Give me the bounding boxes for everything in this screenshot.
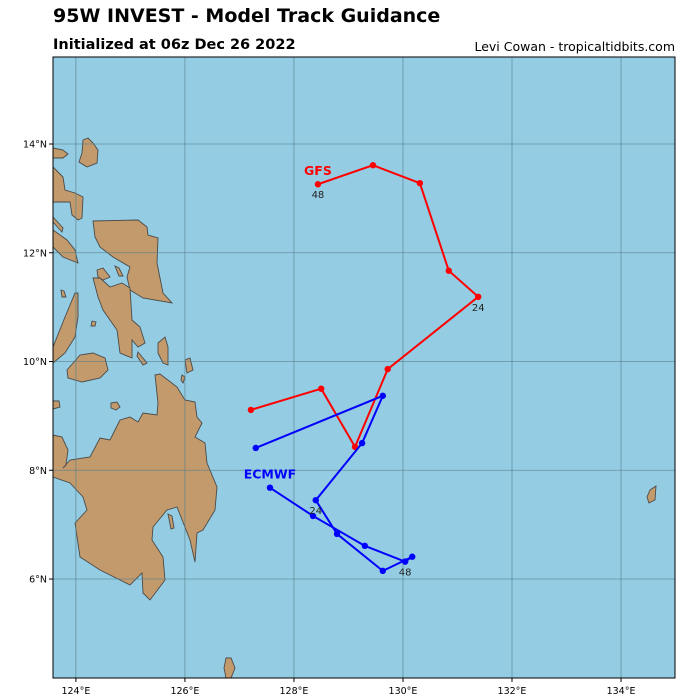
track-gfs: 24 48 GFS — [247, 162, 485, 451]
lat-tick-label: 6°N — [29, 575, 47, 586]
landmass — [157, 336, 169, 366]
forecast-hour-label: 48 — [312, 190, 325, 201]
track-point — [475, 293, 482, 301]
track-ecmwf: 24 48 ECMWF — [244, 392, 416, 579]
landmass — [53, 216, 64, 233]
landmass — [92, 277, 146, 359]
track-point — [369, 162, 377, 169]
track-point — [384, 365, 391, 373]
landmass — [66, 352, 109, 383]
landmass — [167, 513, 175, 530]
landmass — [53, 229, 79, 264]
landmass — [90, 320, 97, 327]
lon-tick-label: 130°E — [389, 686, 418, 697]
track-point — [318, 385, 325, 392]
landmass — [53, 373, 218, 601]
track-point — [247, 406, 255, 414]
init-time: Initialized at 06z Dec 26 2022 — [53, 37, 296, 53]
model-label: ECMWF — [244, 467, 296, 482]
track-point — [379, 392, 387, 399]
credit: Levi Cowan - tropicaltidbits.com — [474, 39, 675, 54]
lon-tick-label: 126°E — [170, 686, 199, 697]
track-point — [445, 267, 452, 274]
track-point — [252, 444, 259, 452]
landmass — [114, 265, 124, 277]
landmass — [53, 147, 69, 159]
track-point — [361, 542, 369, 550]
lat-tick-label: 10°N — [23, 357, 47, 368]
landmass — [646, 485, 657, 504]
gridlines — [53, 57, 675, 678]
track-point — [379, 567, 387, 575]
forecast-hour-label: 48 — [399, 568, 412, 579]
landmass — [60, 289, 67, 298]
track-point — [401, 558, 409, 565]
landmass — [92, 219, 174, 304]
chart-title: 95W INVEST - Model Track Guidance — [53, 5, 441, 27]
lon-tick-label: 128°E — [280, 686, 309, 697]
track-point — [266, 484, 274, 491]
lon-tick-label: 134°E — [607, 686, 636, 697]
model-label: GFS — [304, 163, 332, 178]
lat-tick-label: 12°N — [23, 248, 47, 259]
landmass — [78, 137, 99, 168]
track-point — [309, 512, 317, 520]
landmass — [53, 292, 79, 364]
lat-tick-label: 14°N — [23, 140, 47, 151]
track-point — [333, 530, 341, 538]
lat-tick-label: 8°N — [29, 466, 47, 477]
forecast-hour-label: 24 — [309, 506, 322, 517]
landmass — [110, 401, 121, 411]
lon-tick-label: 124°E — [61, 686, 90, 697]
track-point — [409, 553, 416, 560]
lon-tick-label: 132°E — [498, 686, 527, 697]
tracks: 24 48 GFS 24 48 ECMWF — [244, 162, 485, 579]
landmass — [96, 267, 111, 281]
forecast-hour-label: 24 — [472, 303, 485, 314]
landmass — [180, 374, 186, 385]
track-point — [312, 496, 319, 504]
track-point — [416, 179, 424, 187]
track-point — [314, 181, 322, 188]
landmass — [223, 657, 236, 678]
landmass — [53, 400, 61, 410]
map-frame — [52, 56, 676, 679]
track-point — [358, 439, 366, 447]
axis-ticks: 124°E 126°E 128°E 130°E 132°E 134°E 6°N 8°N 10°N… — [23, 140, 635, 697]
